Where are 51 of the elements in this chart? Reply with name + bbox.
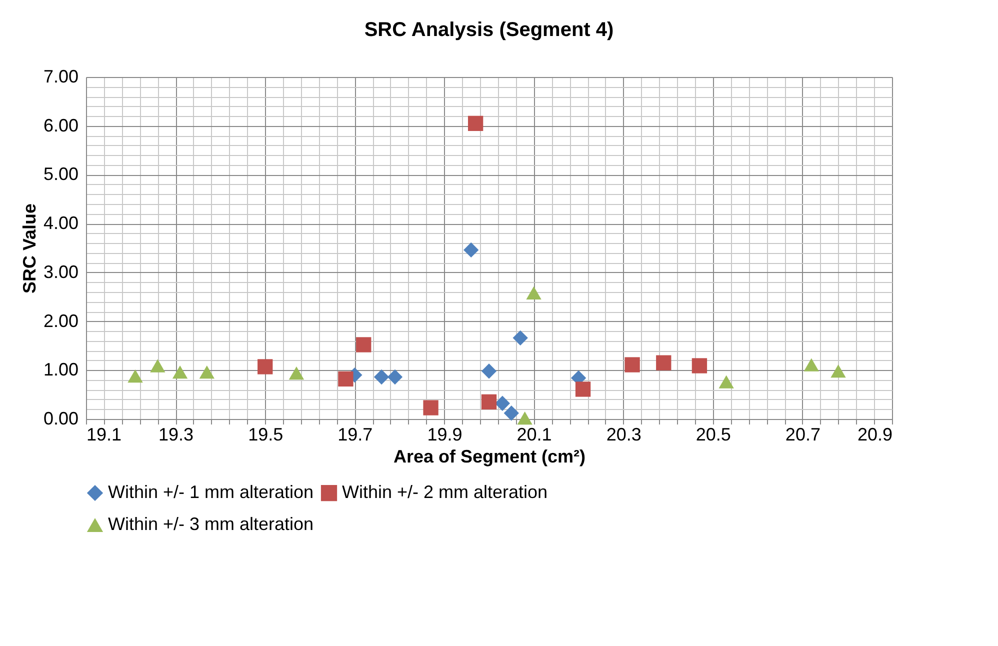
y-tick-label: 5.00	[43, 164, 78, 184]
point	[258, 359, 273, 374]
x-tick-label: 20.9	[857, 424, 892, 444]
point	[128, 369, 143, 383]
point	[718, 375, 734, 388]
x-tick-label: 19.3	[158, 424, 194, 444]
point	[517, 411, 532, 425]
legend-label: Within +/- 2 mm alteration	[342, 482, 548, 502]
point	[172, 366, 188, 379]
x-tick-label: 20.1	[516, 424, 552, 444]
y-axis-title: SRC Value	[19, 203, 40, 294]
point	[494, 396, 510, 411]
y-tick-label: 0.00	[43, 408, 78, 428]
legend-label: Within +/- 1 mm alteration	[108, 482, 314, 502]
point	[526, 286, 542, 300]
point	[512, 330, 528, 346]
point	[338, 371, 354, 387]
x-tick-label: 20.5	[696, 424, 731, 444]
y-tick-label: 7.00	[43, 66, 78, 86]
y-tick-label: 1.00	[43, 360, 78, 380]
y-tick-label: 3.00	[43, 262, 78, 282]
point	[575, 382, 591, 397]
y-tick-label: 4.00	[43, 213, 78, 234]
point	[481, 364, 497, 379]
point	[387, 369, 403, 385]
x-tick-label: 19.9	[427, 424, 462, 444]
y-tick-label: 2.00	[43, 310, 78, 331]
point	[830, 364, 846, 378]
point	[423, 400, 438, 416]
x-tick-label: 19.1	[86, 424, 122, 444]
point	[804, 358, 819, 372]
chart-title: SRC Analysis (Segment 4)	[364, 19, 614, 41]
x-tick-label: 19.7	[338, 424, 373, 444]
point	[504, 406, 519, 421]
point	[692, 358, 708, 374]
point	[656, 355, 672, 370]
point	[374, 369, 390, 385]
x-tick-label: 20.7	[785, 424, 820, 444]
point	[464, 242, 479, 258]
x-axis-title: Area of Segment (cm²)	[393, 446, 586, 466]
point	[624, 357, 640, 372]
point	[356, 337, 372, 352]
legend-label: Within +/- 3 mm alteration	[108, 514, 314, 534]
point	[199, 366, 214, 379]
y-tick-label: 6.00	[43, 115, 78, 136]
x-tick-label: 19.5	[248, 424, 284, 444]
point	[288, 366, 304, 380]
point	[468, 116, 484, 131]
point	[481, 394, 497, 410]
point	[150, 359, 166, 372]
x-tick-label: 20.3	[606, 424, 642, 444]
